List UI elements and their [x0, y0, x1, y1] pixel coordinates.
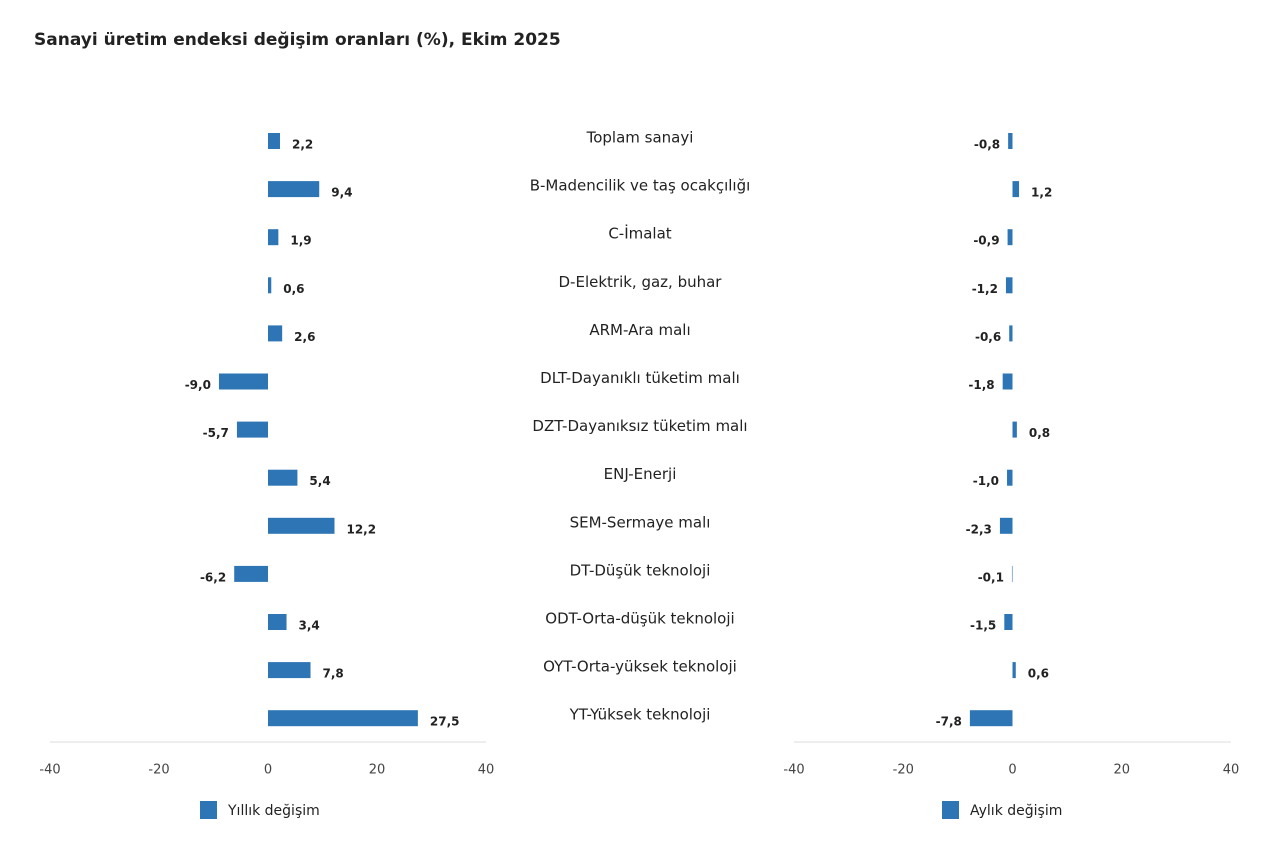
bar — [1002, 373, 1013, 390]
x-tick-label: -20 — [893, 763, 914, 778]
x-tick-label: -40 — [39, 763, 60, 778]
bar — [1008, 133, 1013, 149]
value-label: 0,6 — [1028, 667, 1049, 681]
value-label: -0,1 — [978, 570, 1004, 584]
bar — [268, 710, 418, 727]
value-label: 27,5 — [430, 715, 460, 729]
category-label: ENJ-Enerji — [604, 465, 677, 483]
value-label: -9,0 — [185, 378, 211, 392]
bar — [268, 662, 311, 679]
bar — [999, 517, 1013, 534]
category-label: D-Elektrik, gaz, buhar — [559, 273, 723, 291]
value-label: -7,8 — [936, 715, 962, 729]
x-tick-label: 40 — [478, 763, 495, 778]
category-label: DZT-Dayanıksız tüketim malı — [532, 417, 747, 435]
bar — [1004, 614, 1013, 630]
legend-label: Yıllık değişim — [227, 803, 320, 819]
bar — [268, 325, 283, 342]
value-label: 0,6 — [283, 282, 304, 296]
value-label: 2,2 — [292, 138, 313, 152]
bar — [1012, 662, 1016, 679]
value-label: -1,0 — [973, 474, 999, 488]
x-tick-label: -20 — [148, 763, 169, 778]
value-label: 1,9 — [290, 234, 311, 248]
value-label: 1,2 — [1031, 186, 1052, 200]
bar — [268, 229, 279, 246]
bar — [268, 133, 280, 149]
bar — [1012, 181, 1020, 198]
value-label: -1,2 — [972, 282, 998, 296]
value-label: -0,8 — [974, 138, 1000, 152]
value-label: -1,8 — [968, 378, 994, 392]
bar — [268, 181, 320, 198]
bar — [268, 277, 272, 294]
value-label: 7,8 — [323, 667, 344, 681]
category-label: ODT-Orta-düşük teknoloji — [545, 610, 734, 628]
x-tick-label: 20 — [1113, 763, 1130, 778]
bar — [1005, 277, 1013, 294]
bar — [268, 469, 298, 486]
legend-label: Aylık değişim — [970, 803, 1062, 819]
value-label: -1,5 — [970, 619, 996, 633]
category-label: ARM-Ara malı — [589, 321, 690, 339]
bar — [234, 565, 268, 582]
x-tick-label: 20 — [369, 763, 386, 778]
bar — [1011, 565, 1013, 582]
bar — [1007, 469, 1013, 486]
legend-swatch — [200, 801, 217, 819]
x-tick-label: -40 — [783, 763, 804, 778]
x-tick-label: 0 — [1008, 763, 1016, 778]
category-label: DLT-Dayanıklı tüketim malı — [540, 369, 740, 387]
category-label: B-Madencilik ve taş ocakçılığı — [530, 177, 751, 195]
bar — [268, 517, 335, 534]
category-label: Toplam sanayi — [586, 129, 694, 147]
category-label: OYT-Orta-yüksek teknoloji — [543, 658, 737, 676]
value-label: 5,4 — [309, 474, 330, 488]
bar — [1007, 229, 1013, 246]
x-tick-label: 40 — [1223, 763, 1240, 778]
value-label: 3,4 — [299, 619, 320, 633]
value-label: 12,2 — [346, 522, 376, 536]
category-label: C-İmalat — [608, 224, 671, 243]
bar — [1009, 325, 1013, 342]
bar — [969, 710, 1013, 727]
value-label: 2,6 — [294, 330, 315, 344]
category-label: SEM-Sermaye malı — [570, 513, 711, 531]
legend-swatch — [942, 801, 959, 819]
x-tick-label: 0 — [264, 763, 272, 778]
value-label: -6,2 — [200, 570, 226, 584]
chart-title: Sanayi üretim endeksi değişim oranları (… — [34, 30, 561, 50]
value-label: 0,8 — [1029, 426, 1050, 440]
value-label: -5,7 — [203, 426, 229, 440]
bar — [268, 614, 287, 630]
value-label: 9,4 — [331, 186, 352, 200]
value-label: -0,6 — [975, 330, 1001, 344]
bar — [1012, 421, 1017, 438]
bar — [236, 421, 268, 438]
category-label: DT-Düşük teknoloji — [570, 561, 711, 579]
value-label: -0,9 — [973, 234, 999, 248]
value-label: -2,3 — [966, 522, 992, 536]
bar — [218, 373, 268, 390]
category-label: YT-Yüksek teknoloji — [569, 706, 711, 724]
